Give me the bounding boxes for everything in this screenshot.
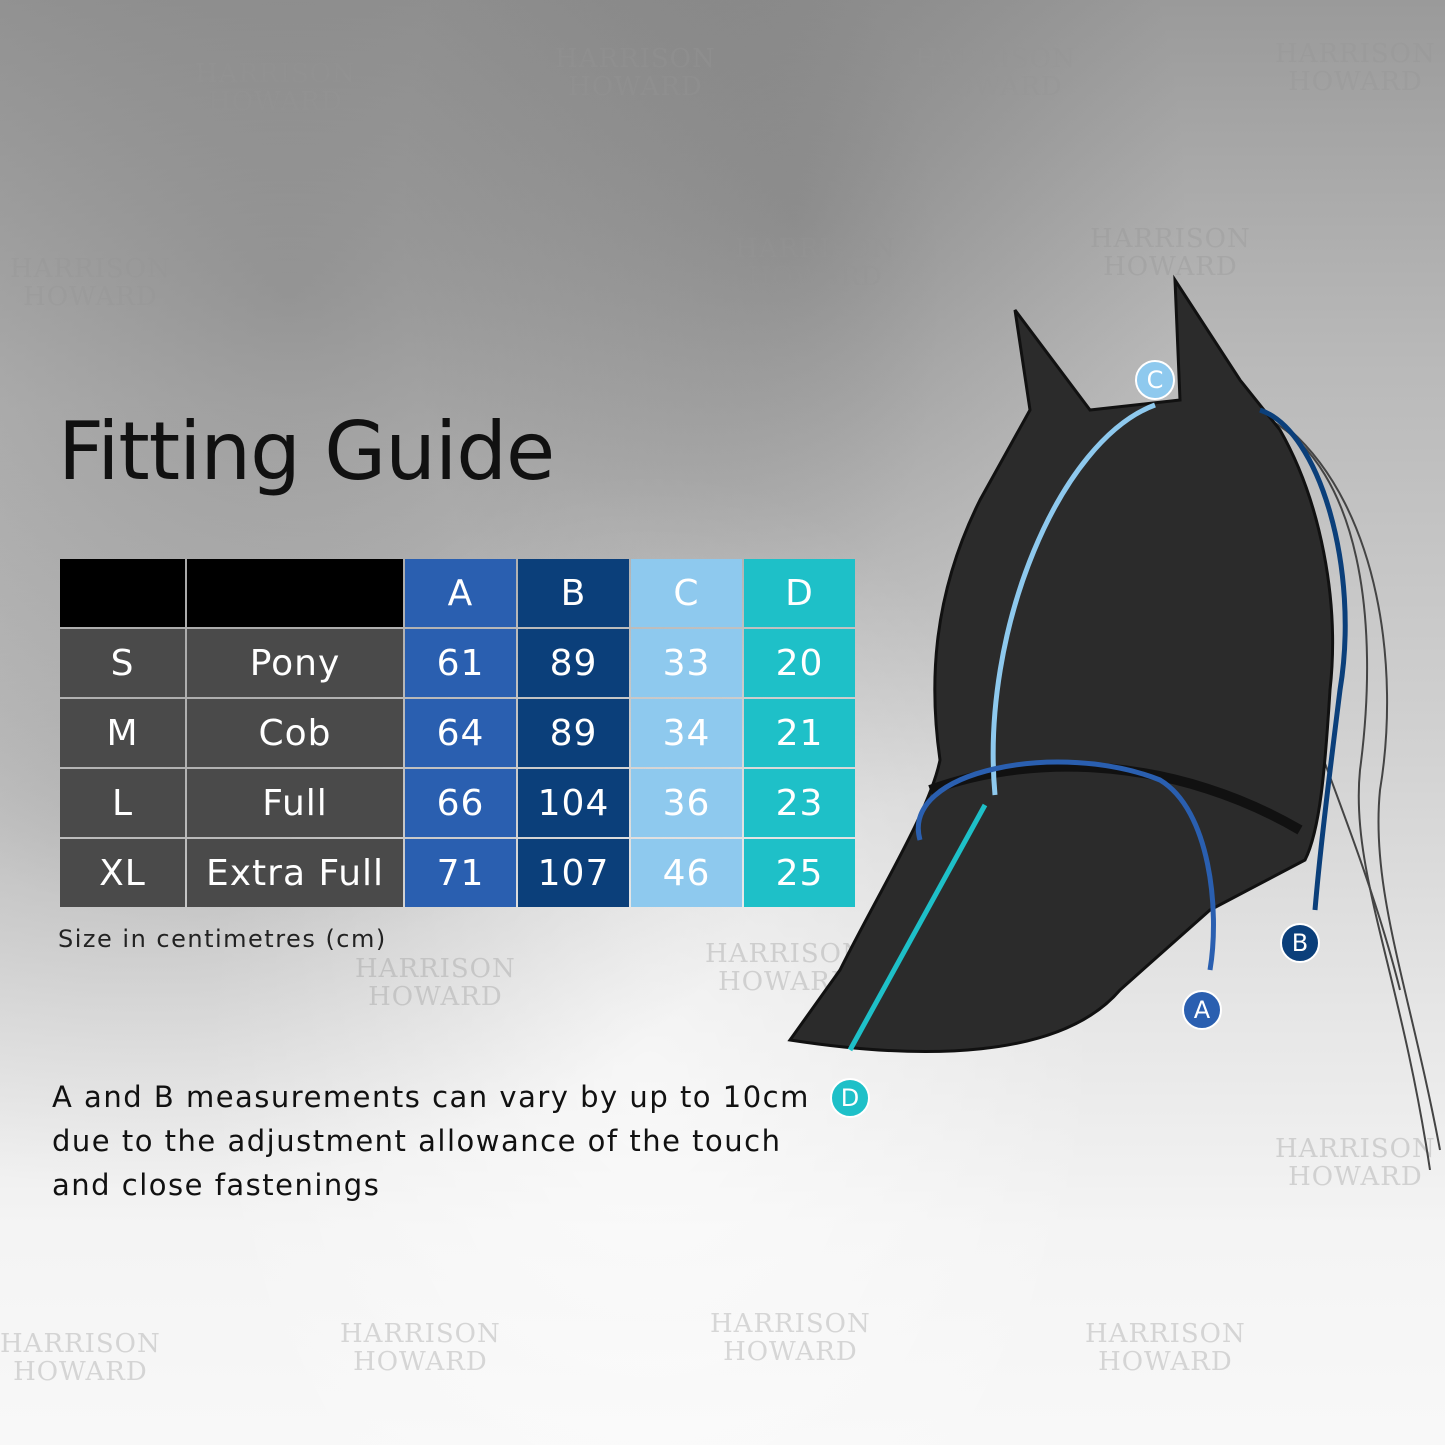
b-cell: 89 <box>518 699 629 767</box>
table-header-row: A B C D <box>60 559 855 627</box>
a-cell: 61 <box>405 629 516 697</box>
d-cell: 25 <box>744 839 855 907</box>
type-cell: Extra Full <box>187 839 403 907</box>
fly-mask <box>787 274 1335 1054</box>
watermark: HARRISON HOWARD <box>1275 39 1436 97</box>
type-cell: Cob <box>187 699 403 767</box>
marker-a: A <box>1182 990 1222 1030</box>
watermark: HARRISON HOWARD <box>555 44 716 102</box>
b-cell: 107 <box>518 839 629 907</box>
c-cell: 36 <box>631 769 742 837</box>
watermark: HARRISON HOWARD <box>915 44 1076 102</box>
watermark: HARRISON HOWARD <box>710 1309 871 1367</box>
header-cell-b: B <box>518 559 629 627</box>
unit-note: Size in centimetres (cm) <box>58 925 387 953</box>
page-title: Fitting Guide <box>58 405 555 498</box>
size-table: A B C D S Pony 61 89 33 20 M Cob 64 89 3… <box>58 557 857 909</box>
measure-lines <box>847 402 1348 1052</box>
a-cell: 71 <box>405 839 516 907</box>
watermark: HARRISON HOWARD <box>705 939 866 997</box>
c-cell: 33 <box>631 629 742 697</box>
d-cell: 21 <box>744 699 855 767</box>
d-cell: 20 <box>744 629 855 697</box>
table-row: S Pony 61 89 33 20 <box>60 629 855 697</box>
header-cell-d: D <box>744 559 855 627</box>
watermark: HARRISON HOWARD <box>355 954 516 1012</box>
b-cell: 89 <box>518 629 629 697</box>
a-cell: 64 <box>405 699 516 767</box>
type-cell: Full <box>187 769 403 837</box>
measurement-description: A and B measurements can vary by up to 1… <box>52 1080 810 1202</box>
table-row: L Full 66 104 36 23 <box>60 769 855 837</box>
header-cell-a: A <box>405 559 516 627</box>
header-cell-size <box>60 559 185 627</box>
horse-fly-mask-illustration <box>787 274 1441 1170</box>
c-cell: 34 <box>631 699 742 767</box>
d-cell: 23 <box>744 769 855 837</box>
size-cell: XL <box>60 839 185 907</box>
watermark: HARRISON HOWARD <box>10 254 171 312</box>
size-cell: S <box>60 629 185 697</box>
marker-b: B <box>1280 923 1320 963</box>
marker-d: D <box>830 1078 870 1118</box>
b-cell: 104 <box>518 769 629 837</box>
watermark: HARRISON HOWARD <box>195 59 356 117</box>
size-cell: M <box>60 699 185 767</box>
watermark: HARRISON HOWARD <box>1275 1134 1436 1192</box>
watermark: HARRISON HOWARD <box>340 1319 501 1377</box>
type-cell: Pony <box>187 629 403 697</box>
table-row: M Cob 64 89 34 21 <box>60 699 855 767</box>
watermark: HARRISON HOWARD <box>1090 224 1251 282</box>
table-row: XL Extra Full 71 107 46 25 <box>60 839 855 907</box>
marker-c: C <box>1135 360 1175 400</box>
watermark: HARRISON HOWARD <box>1085 1319 1246 1377</box>
a-cell: 66 <box>405 769 516 837</box>
size-cell: L <box>60 769 185 837</box>
c-cell: 46 <box>631 839 742 907</box>
watermark: HARRISON HOWARD <box>0 1329 161 1387</box>
header-cell-type <box>187 559 403 627</box>
header-cell-c: C <box>631 559 742 627</box>
watermark: HARRISON HOWARD <box>735 234 896 292</box>
